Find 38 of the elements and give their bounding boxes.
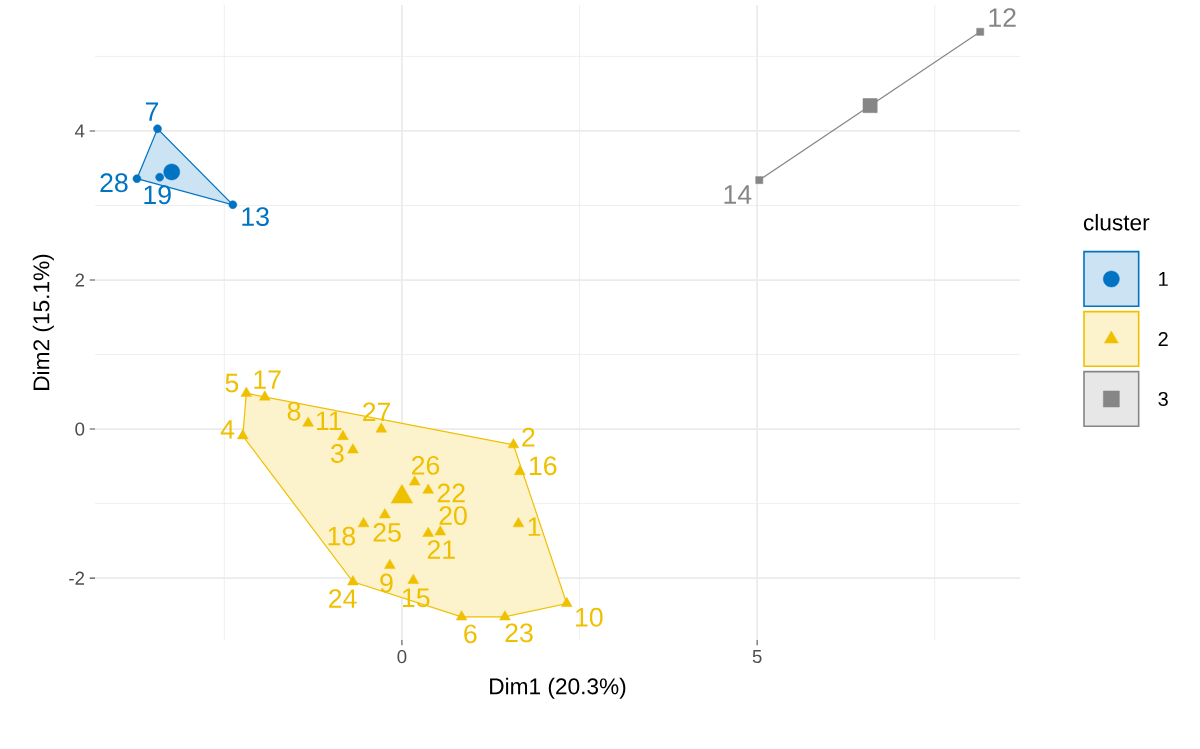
annotation: 16 (529, 456, 557, 476)
annotation: 10 (576, 607, 603, 627)
annotation: 12 (989, 8, 1016, 27)
legend-label: 1 (1159, 272, 1168, 286)
annotation: 19 (144, 185, 171, 205)
annotation: 6 (464, 624, 477, 644)
annotation: 15 (402, 588, 430, 608)
y-tick-label: 2 (75, 273, 85, 287)
x-axis-title: Dim1 (20.3%) (490, 677, 626, 699)
annotation: 28 (100, 173, 128, 193)
annotation: 8 (287, 401, 301, 421)
annotation: 5 (225, 373, 239, 393)
y-tick-label: 4 (75, 124, 85, 138)
legend-label: 3 (1158, 391, 1168, 407)
legend-label: 2 (1158, 332, 1168, 346)
annotation: 21 (427, 540, 455, 559)
legend-title: cluster (1083, 213, 1150, 231)
annotation: 20 (439, 506, 467, 526)
annotation: 18 (328, 526, 356, 546)
annotation: 11 (316, 411, 342, 430)
annotation: 17 (254, 370, 281, 389)
y-tick-label: 0 (75, 422, 85, 436)
annotation: 24 (329, 589, 357, 608)
annotation: 3 (331, 444, 344, 463)
y-axis-title: Dim2 (15.1%) (32, 254, 54, 390)
annotation: 7 (145, 102, 159, 121)
annotation: 1 (528, 517, 541, 536)
annotation: 25 (373, 523, 401, 542)
annotation: 2 (522, 427, 535, 447)
annotation: 27 (363, 402, 391, 422)
annotation: 26 (412, 455, 440, 475)
annotation: 23 (505, 623, 533, 643)
annotation: 4 (220, 420, 235, 439)
annotation: 22 (437, 483, 465, 503)
annotation: 13 (242, 207, 269, 227)
annotation: 9 (380, 573, 393, 593)
y-tick-label: -2 (69, 571, 85, 585)
annotation: 14 (724, 185, 752, 204)
